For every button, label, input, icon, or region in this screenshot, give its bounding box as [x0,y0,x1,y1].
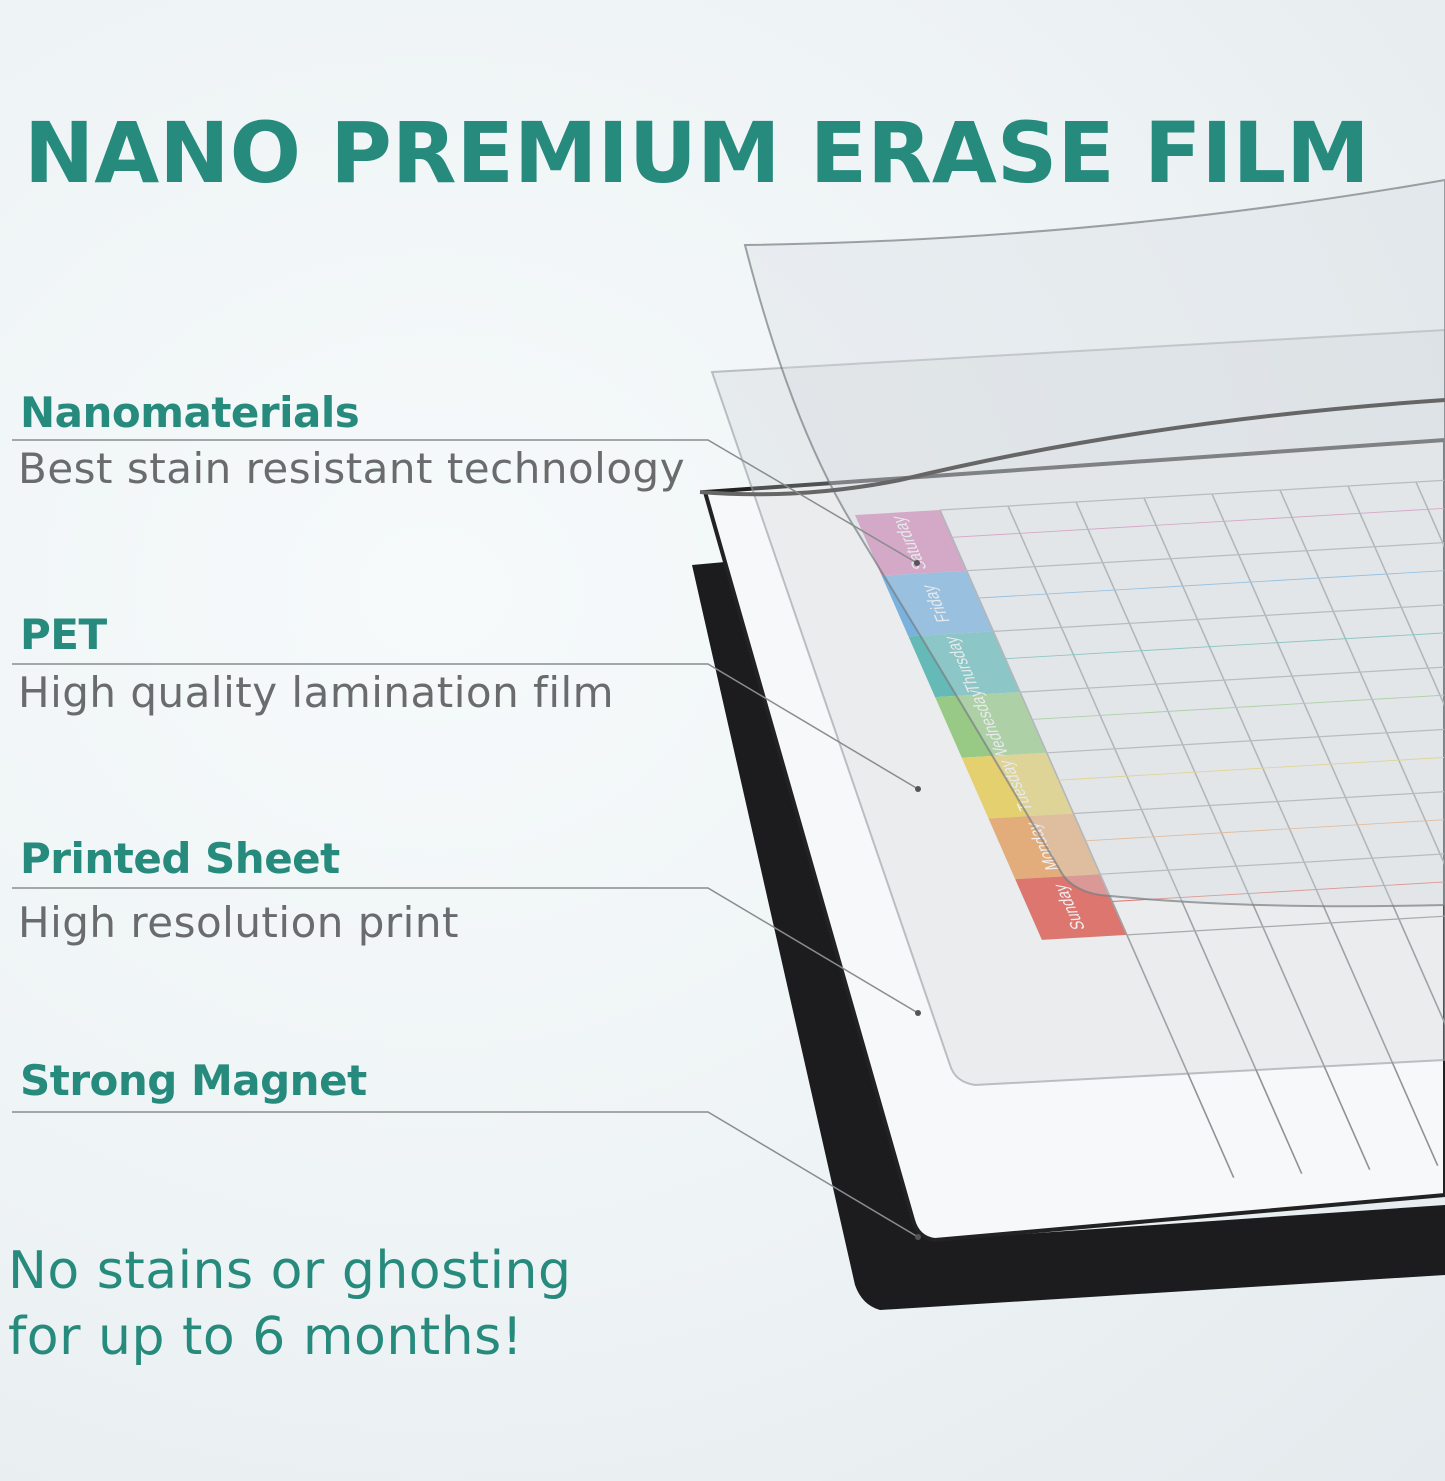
grid-sub-line [1005,626,1445,660]
tagline-line-2: for up to 6 months! [8,1307,524,1367]
grid-row-line [1126,902,1445,936]
feature-desc-printed-sheet: High resolution print [18,898,459,947]
day-tab [908,631,1021,698]
grid-row-line [1019,659,1445,693]
grid-row-line [1073,780,1445,815]
grid-column-line [1211,493,1445,1162]
magnet-board [692,562,1445,1310]
feature-desc-pet: High quality lamination film [18,668,615,717]
feature-label-strong-magnet: Strong Magnet [20,1056,367,1105]
grid-column-line [1143,497,1439,1166]
feature-label-nanomaterials: Nanomaterials [20,388,360,437]
film-edge [699,398,1445,497]
day-tab [961,752,1074,819]
day-tab [855,510,967,576]
callout-dots [914,560,921,1240]
tagline: No stains or ghosting for up to 6 months… [8,1238,572,1370]
grid-column-line [1075,501,1371,1170]
grid-sub-line [951,504,1445,538]
day-tab [1015,874,1127,940]
tagline-line-1: No stains or ghosting [8,1241,572,1301]
grid-row-line [1046,720,1445,754]
page-title: NANO PREMIUM ERASE FILM [24,104,1370,202]
grid-row-line [1099,841,1445,875]
grid-column-line [1279,489,1445,1158]
grid-sub-line [978,565,1445,599]
pet-film [710,328,1445,1087]
feature-desc-nanomaterials: Best stain resistant technology [18,444,686,493]
feature-label-printed-sheet: Printed Sheet [20,834,340,883]
grid-column-line [1007,505,1303,1174]
grid-row-line [966,538,1445,572]
grid-sub-line [1058,747,1445,781]
grid-sub-line [1112,869,1445,902]
grid-column-line [1347,485,1445,1154]
day-tab [988,813,1101,880]
grid-sub-line [1031,686,1445,720]
grid-row-line [993,598,1445,633]
nano-film [743,178,1445,908]
grid-row-line [939,477,1445,511]
grid-sub-line [1085,808,1445,842]
feature-label-pet: PET [20,610,107,659]
grid-column-line [939,509,1235,1178]
callout-lines [12,439,919,1238]
